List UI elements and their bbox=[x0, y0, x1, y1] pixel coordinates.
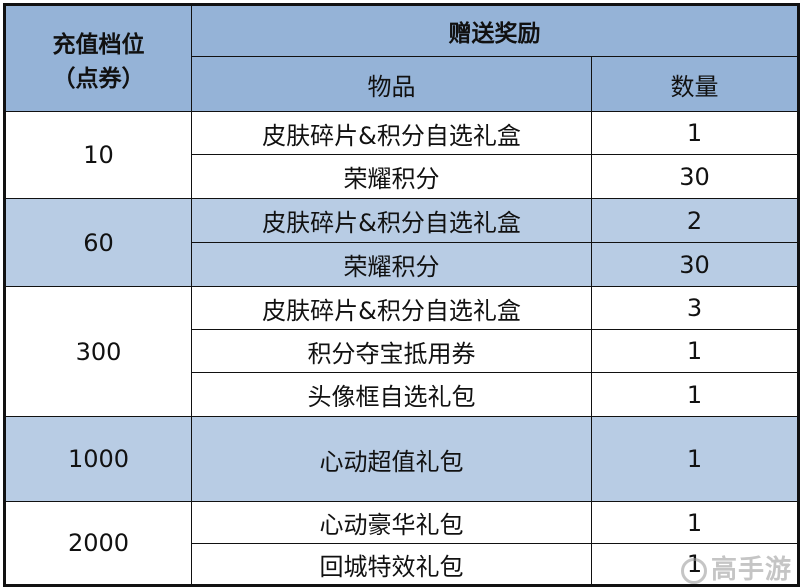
item-cell: 心动超值礼包 bbox=[191, 416, 592, 502]
item-cell: 回城特效礼包 bbox=[191, 543, 592, 586]
tier-cell: 2000 bbox=[4, 501, 192, 586]
qty-cell: 1 bbox=[591, 416, 799, 502]
reward-header: 赠送奖励 bbox=[191, 4, 799, 57]
qty-cell: 3 bbox=[591, 286, 799, 330]
qty-cell: 1 bbox=[591, 501, 799, 544]
tier-cell: 300 bbox=[4, 286, 192, 417]
qty-cell: 1 bbox=[591, 111, 799, 155]
qty-cell: 1 bbox=[591, 372, 799, 417]
item-cell: 荣耀积分 bbox=[191, 242, 592, 287]
watermark-logo: 高手游 bbox=[680, 549, 792, 586]
tier-header: 充值档位 （点券） bbox=[4, 4, 192, 112]
qty-cell: 2 bbox=[591, 198, 799, 243]
qty-cell: 30 bbox=[591, 242, 799, 287]
item-cell: 心动豪华礼包 bbox=[191, 501, 592, 544]
tier-cell: 60 bbox=[4, 198, 192, 287]
quantity-header: 数量 bbox=[591, 56, 799, 112]
item-cell: 皮肤碎片&积分自选礼盒 bbox=[191, 198, 592, 243]
watermark-text: 高手游 bbox=[710, 555, 792, 585]
item-header: 物品 bbox=[191, 56, 592, 112]
reward-table: 充值档位 （点券） 赠送奖励 物品 数量 10 皮肤碎片&积分自选礼盒 1 荣耀… bbox=[3, 3, 800, 587]
tier-cell: 10 bbox=[4, 111, 192, 199]
qty-cell: 1 bbox=[591, 329, 799, 373]
item-cell: 皮肤碎片&积分自选礼盒 bbox=[191, 111, 592, 155]
item-cell: 皮肤碎片&积分自选礼盒 bbox=[191, 286, 592, 330]
tier-header-line2: （点券） bbox=[52, 65, 145, 92]
watermark-g-icon bbox=[680, 557, 707, 584]
item-cell: 荣耀积分 bbox=[191, 154, 592, 199]
qty-cell: 30 bbox=[591, 154, 799, 199]
tier-header-line1: 充值档位 bbox=[52, 31, 145, 58]
item-cell: 积分夺宝抵用券 bbox=[191, 329, 592, 373]
tier-cell: 1000 bbox=[4, 416, 192, 502]
item-cell: 头像框自选礼包 bbox=[191, 372, 592, 417]
